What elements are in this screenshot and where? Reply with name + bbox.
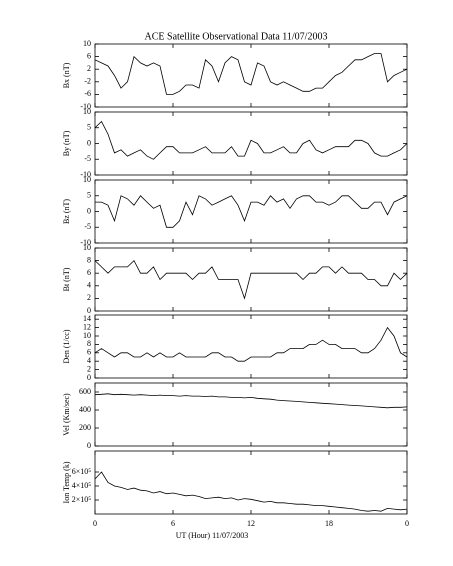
y-tick-label: 8 xyxy=(87,339,91,348)
y-axis-label: Vel (Km/sec) xyxy=(62,393,71,436)
y-tick-label: 4 xyxy=(87,356,91,365)
y-tick-label: 200 xyxy=(79,423,91,432)
y-tick-label: 5 xyxy=(87,123,91,132)
y-axis-label: By (nT) xyxy=(62,130,71,156)
data-line xyxy=(95,195,408,228)
y-tick-label: 2×10⁵ xyxy=(72,495,92,504)
x-axis-label: UT (Hour) 11/07/2003 xyxy=(176,531,248,540)
y-tick-label: 0 xyxy=(87,206,91,215)
data-line xyxy=(94,120,408,160)
y-tick-label: -2 xyxy=(84,77,91,86)
x-tick-label: 0 xyxy=(405,519,409,528)
y-tick-label: 8 xyxy=(87,255,91,264)
y-tick-label: 2 xyxy=(87,64,91,73)
y-tick-label: 0 xyxy=(87,306,91,315)
y-tick-label: 12 xyxy=(83,322,91,331)
y-tick-label: 0 xyxy=(87,138,91,147)
y-tick-label: 10 xyxy=(83,39,91,48)
y-tick-label: 600 xyxy=(79,387,91,396)
y-tick-label: 6 xyxy=(87,268,91,277)
chart-title: ACE Satellite Observational Data 11/07/2… xyxy=(145,31,328,42)
y-tick-label: 6×10⁵ xyxy=(72,467,92,476)
y-tick-label: 4×10⁵ xyxy=(72,481,92,490)
y-axis-label: Bt (nT) xyxy=(62,267,71,291)
x-tick-label: 6 xyxy=(171,519,175,528)
y-tick-label: 4 xyxy=(87,281,91,290)
y-tick-label: 14 xyxy=(83,314,91,323)
data-line xyxy=(94,393,408,409)
y-axis-label: Bz (nT) xyxy=(62,199,71,224)
y-tick-label: 400 xyxy=(79,405,91,414)
x-tick-label: 0 xyxy=(93,519,97,528)
y-tick-label: 10 xyxy=(83,107,91,116)
y-tick-label: -5 xyxy=(84,222,91,231)
y-tick-label: 10 xyxy=(83,243,91,252)
y-axis-label: Ion Temp (k) xyxy=(62,461,71,503)
data-line xyxy=(94,53,408,95)
x-tick-label: 18 xyxy=(325,519,333,528)
y-tick-label: -10 xyxy=(80,102,91,111)
y-tick-label: 0 xyxy=(87,373,91,382)
y-tick-label: 0 xyxy=(87,441,91,450)
y-tick-label: 10 xyxy=(83,175,91,184)
y-tick-label: 6 xyxy=(87,51,91,60)
data-line xyxy=(94,259,408,300)
y-tick-label: -10 xyxy=(80,238,91,247)
x-tick-label: 12 xyxy=(247,519,255,528)
y-tick-label: 6 xyxy=(87,348,91,357)
data-line xyxy=(94,326,408,362)
y-tick-label: 5 xyxy=(87,191,91,200)
y-axis-label: Den (1/cc) xyxy=(62,329,71,363)
y-tick-label: 2 xyxy=(87,364,91,373)
y-tick-label: -10 xyxy=(80,170,91,179)
data-line xyxy=(94,471,408,512)
y-tick-label: -6 xyxy=(84,89,91,98)
y-tick-label: 2 xyxy=(87,293,91,302)
y-tick-label: -5 xyxy=(84,154,91,163)
y-axis-label: Bx (nT) xyxy=(62,62,71,88)
y-tick-label: 10 xyxy=(83,331,91,340)
